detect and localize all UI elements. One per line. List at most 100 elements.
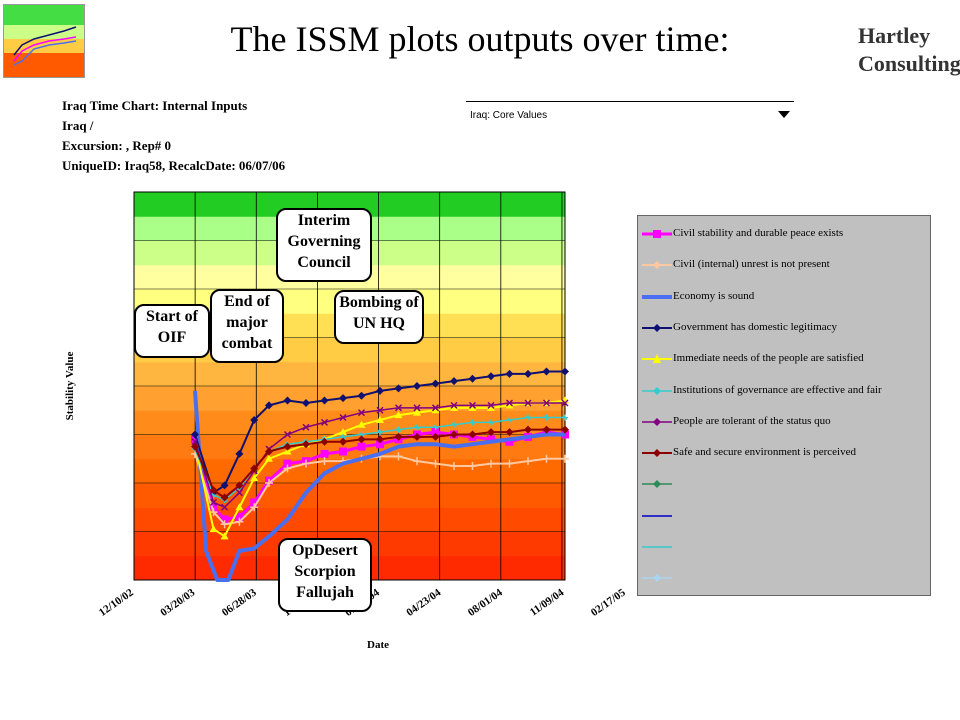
chart-header: Iraq Time Chart: Internal Inputs Iraq / … bbox=[62, 96, 285, 176]
series-point bbox=[221, 503, 229, 511]
series-point bbox=[561, 425, 569, 434]
legend-item bbox=[638, 506, 930, 526]
header-line-2: Iraq / bbox=[62, 118, 94, 133]
series-point bbox=[302, 423, 310, 431]
series-point bbox=[432, 424, 439, 431]
series-point bbox=[505, 437, 514, 446]
legend-swatch-icon bbox=[642, 417, 672, 426]
series-point bbox=[542, 399, 551, 407]
legend-swatch-icon bbox=[642, 230, 672, 238]
legend-item: Civil (internal) unrest is not present bbox=[638, 255, 930, 275]
series-point bbox=[191, 430, 199, 439]
series-point bbox=[283, 430, 292, 439]
series-point bbox=[450, 430, 458, 439]
series-point bbox=[357, 442, 366, 451]
legend-label: Civil stability and durable peace exists bbox=[673, 227, 844, 239]
series-point bbox=[505, 459, 514, 468]
series-point bbox=[542, 367, 551, 376]
dropdown-value: Iraq: Core Values bbox=[470, 110, 548, 121]
series-point bbox=[505, 428, 514, 437]
legend-item: Immediate needs of the people are satisf… bbox=[638, 349, 930, 369]
series-point bbox=[487, 459, 495, 468]
legend-item bbox=[638, 474, 930, 494]
series-point bbox=[209, 525, 218, 533]
annotation-op-desert: OpDesert Scorpion Fallujah bbox=[278, 538, 372, 612]
series-point bbox=[320, 437, 329, 446]
legend-swatch-icon bbox=[642, 574, 672, 583]
series-point bbox=[191, 435, 199, 444]
series-point bbox=[431, 406, 440, 414]
background-band bbox=[134, 361, 565, 387]
series-point bbox=[220, 481, 229, 490]
series-line bbox=[194, 399, 566, 538]
legend-swatch-icon bbox=[642, 294, 672, 299]
series-point bbox=[220, 532, 229, 540]
company-logo: Hartley Consulting bbox=[858, 23, 960, 76]
series-point bbox=[395, 426, 402, 433]
series-point bbox=[469, 419, 476, 426]
series-point bbox=[250, 503, 259, 512]
chevron-down-icon[interactable] bbox=[778, 111, 790, 118]
series-point bbox=[209, 486, 218, 495]
series-point bbox=[220, 515, 229, 524]
series-point bbox=[394, 404, 403, 412]
legend-item bbox=[638, 537, 930, 557]
series-point bbox=[209, 498, 218, 506]
chart-thumbnail-icon bbox=[3, 4, 85, 78]
series-point bbox=[377, 429, 383, 436]
x-tick-label: 04/23/04 bbox=[404, 586, 443, 619]
annotation-interim-council: Interim Governing Council bbox=[276, 208, 372, 282]
legend-label: Economy is sound bbox=[673, 289, 755, 302]
legend-label: Safe and secure environment is perceived bbox=[673, 446, 856, 459]
series-point bbox=[265, 454, 273, 462]
series-point bbox=[394, 432, 403, 441]
series-point bbox=[283, 447, 292, 455]
series-point bbox=[413, 408, 421, 416]
series-point bbox=[357, 409, 366, 417]
legend-swatch-icon bbox=[642, 546, 672, 548]
series-point bbox=[376, 440, 384, 449]
series-point bbox=[209, 503, 218, 512]
legend-item: Government has domestic legitimacy bbox=[638, 318, 930, 338]
series-point bbox=[191, 438, 199, 446]
series-point bbox=[487, 372, 495, 381]
series-point bbox=[431, 428, 440, 437]
background-band bbox=[134, 483, 565, 508]
series-point bbox=[431, 459, 440, 468]
legend-item: People are tolerant of the status quo bbox=[638, 412, 930, 432]
series-point bbox=[250, 415, 259, 424]
legend-item bbox=[638, 568, 930, 588]
series-point bbox=[450, 377, 458, 386]
series-line bbox=[194, 402, 565, 508]
series-point bbox=[235, 517, 244, 526]
series-point bbox=[339, 394, 347, 403]
x-tick-label: 11/09/04 bbox=[528, 586, 567, 618]
series-point bbox=[235, 512, 244, 521]
series-point bbox=[468, 401, 477, 409]
legend-label: People are tolerant of the status quo bbox=[673, 414, 831, 427]
series-line bbox=[194, 370, 565, 494]
annotation-end-combat: End of major combat bbox=[210, 289, 284, 363]
series-point bbox=[543, 414, 550, 421]
series-point bbox=[505, 401, 514, 409]
series-line bbox=[193, 390, 565, 582]
series-point bbox=[235, 481, 244, 490]
series-point bbox=[524, 369, 532, 378]
x-tick-label: 08/01/04 bbox=[466, 586, 505, 619]
legend-swatch-icon bbox=[642, 323, 672, 332]
series-point bbox=[339, 428, 347, 436]
series-point bbox=[394, 452, 403, 461]
series-point bbox=[339, 447, 347, 456]
series-point bbox=[413, 432, 421, 441]
series-point bbox=[302, 398, 310, 407]
series-point bbox=[431, 379, 440, 388]
series-point bbox=[265, 401, 273, 410]
series-point bbox=[487, 401, 495, 409]
series-point bbox=[320, 457, 329, 466]
y-axis-label: Stability Value bbox=[64, 352, 76, 421]
core-values-dropdown[interactable]: Iraq: Core Values bbox=[466, 101, 794, 128]
series-point bbox=[414, 424, 420, 431]
legend-item: Economy is sound bbox=[638, 287, 930, 307]
legend-swatch-icon bbox=[642, 354, 672, 364]
series-point bbox=[413, 457, 421, 466]
